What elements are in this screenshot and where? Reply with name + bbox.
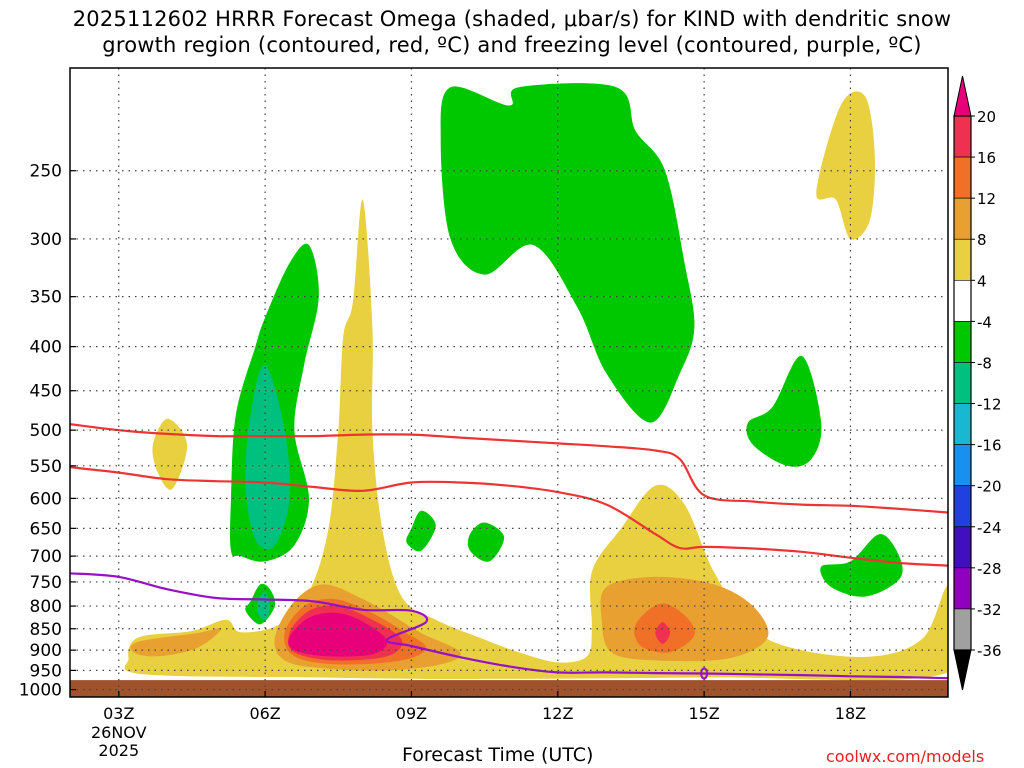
colorbar-label-10: -24 xyxy=(977,519,1002,537)
x-tick-label-18Z: 18Z xyxy=(835,704,866,723)
colorbar-swatch-10 xyxy=(953,526,972,569)
y-tick-label-1000: 1000 xyxy=(19,681,62,701)
freezing-level-closed-loop xyxy=(700,667,709,680)
colorbar-label-0: 20 xyxy=(977,108,996,126)
y-tick-label-300: 300 xyxy=(30,230,62,250)
omega-region-rise-small-2 xyxy=(467,522,505,562)
colorbar-label-1: 16 xyxy=(977,149,996,167)
colorbar-label-8: -16 xyxy=(977,437,1002,455)
y-tick-label-900: 900 xyxy=(30,641,62,661)
x-tick-label-15Z: 15Z xyxy=(688,704,719,723)
colorbar-label-7: -12 xyxy=(977,396,1002,414)
x-tick-label-09Z: 09Z xyxy=(396,704,427,723)
colorbar-label-9: -20 xyxy=(977,478,1002,496)
y-tick-label-950: 950 xyxy=(30,661,62,681)
omega-region-sink-upper-right xyxy=(816,91,875,240)
contour-dgz-upper xyxy=(70,423,948,514)
colorbar-swatch-5 xyxy=(953,321,972,363)
plot-frame xyxy=(69,67,949,698)
ground-surface xyxy=(70,680,948,697)
colorbar-label-6: -8 xyxy=(977,354,992,372)
colorbar-label-2: 12 xyxy=(977,190,996,208)
source-credit: coolwx.com/models xyxy=(826,747,985,766)
y-tick-label-800: 800 xyxy=(30,597,62,617)
colorbar-swatch-3 xyxy=(953,238,972,281)
colorbar-label-11: -28 xyxy=(977,560,1002,578)
omega-region-rise-small-1 xyxy=(406,510,436,552)
colorbar-label-4: 4 xyxy=(977,272,987,290)
colorbar-swatch-9 xyxy=(953,485,972,528)
omega-region-sink-orange-left xyxy=(130,628,222,657)
y-tick-label-400: 400 xyxy=(30,338,62,358)
x-tick-label-12Z: 12Z xyxy=(542,704,573,723)
colorbar-label-12: -32 xyxy=(977,601,1002,619)
y-tick-label-750: 750 xyxy=(30,573,62,593)
y-tick-label-500: 500 xyxy=(30,421,62,441)
colorbar-label-13: -36 xyxy=(977,642,1002,660)
colorbar-top-arrow xyxy=(953,75,972,117)
y-tick-label-650: 650 xyxy=(30,519,62,539)
colorbar-label-3: 8 xyxy=(977,231,987,249)
x-axis-label: Forecast Time (UTC) xyxy=(402,744,594,766)
omega-region-rise-top-center xyxy=(440,83,695,423)
y-tick-label-450: 450 xyxy=(30,382,62,402)
contour-freezing-level xyxy=(70,572,948,680)
omega-region-sink-magenta-core xyxy=(288,612,388,657)
colorbar-label-5: -4 xyxy=(977,313,992,331)
omega-region-sink-red-mid xyxy=(655,622,670,644)
colorbar-swatch-11 xyxy=(953,567,972,610)
omega-region-rise-teal-ring xyxy=(245,364,291,550)
chart-title: 2025112602 HRRR Forecast Omega (shaded, … xyxy=(0,6,1024,58)
colorbar-swatch-2 xyxy=(953,197,972,240)
y-tick-label-550: 550 xyxy=(30,457,62,477)
chart-title-line-2: growth region (contoured, red, ºC) and f… xyxy=(102,33,922,57)
omega-colorbar: 20 16 12 8 4 -4 -8 -12 -16 -20 -24 -28 -32 -36 xyxy=(953,75,1002,691)
y-tick-label-350: 350 xyxy=(30,288,62,308)
omega-region-sink-broad-yellow xyxy=(124,199,948,681)
colorbar-swatch-7 xyxy=(953,403,972,445)
y-tick-label-600: 600 xyxy=(30,489,62,509)
omega-region-rise-right-lower xyxy=(820,534,903,597)
x-date-label-1: 2025 xyxy=(98,741,139,760)
colorbar-swatch-6 xyxy=(953,362,972,404)
colorbar-swatch-4 xyxy=(953,280,972,322)
colorbar-frame xyxy=(953,115,972,651)
y-tick-label-700: 700 xyxy=(30,547,62,567)
pressure-axis: 2503003504004505005506006507007508008509… xyxy=(19,162,76,701)
colorbar-bottom-arrow xyxy=(953,649,972,691)
colorbar-swatch-12 xyxy=(953,608,972,651)
omega-region-sink-left-blob xyxy=(152,418,188,490)
x-tick-label-06Z: 06Z xyxy=(249,704,280,723)
x-date-label-0: 26NOV xyxy=(91,723,147,742)
omega-shading-layer xyxy=(124,83,948,681)
y-tick-label-850: 850 xyxy=(30,620,62,640)
contour-layer xyxy=(70,423,948,680)
omega-region-rise-right-upper xyxy=(746,355,822,467)
colorbar-swatch-8 xyxy=(953,444,972,486)
colorbar-swatch-0 xyxy=(953,115,972,158)
x-tick-label-03Z: 03Z xyxy=(103,704,134,723)
y-tick-label-250: 250 xyxy=(30,162,62,182)
colorbar-swatch-1 xyxy=(953,156,972,199)
contour-dgz-lower xyxy=(70,466,948,567)
grid-lines xyxy=(70,68,948,697)
chart-title-line-1: 2025112602 HRRR Forecast Omega (shaded, … xyxy=(72,7,952,31)
